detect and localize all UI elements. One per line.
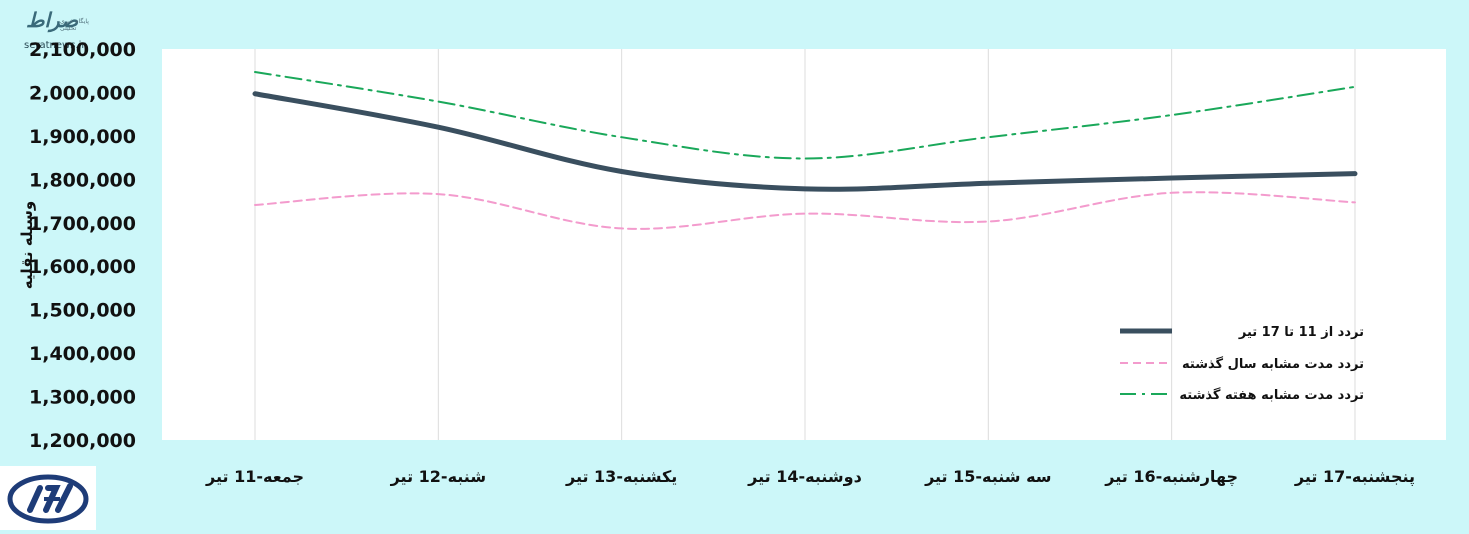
y-axis-label: وسیله نقلیه (18, 201, 36, 289)
x-tick-label: دوشنبه-14 تیر (747, 467, 862, 486)
y-tick-label: 1,400,000 (29, 343, 136, 365)
y-tick-label: 1,500,000 (29, 300, 136, 322)
legend-label-3: تردد مدت مشابه هفته گذشته (1179, 387, 1364, 403)
watermark-url: seratnews.ir (24, 40, 86, 51)
y-tick-label: 1,200,000 (29, 430, 136, 452)
grid-lines (254, 49, 1356, 440)
x-axis-ticks: جمعه-11 تیر شنبه-12 تیر یکشنبه-13 تیر دوشنب… (205, 467, 1415, 487)
legend-label-2: تردد مدت مشابه سال گذشته (1182, 356, 1364, 372)
x-tick-label: پنجشنبه-17 تیر (1294, 467, 1415, 487)
x-tick-label: یکشنبه-13 تیر (565, 467, 677, 486)
legend: تردد از 11 تا 17 تیر تردد مدت مشابه سال گ… (1120, 325, 1364, 403)
x-tick-label: سه شنبه-15 تیر (924, 467, 1051, 486)
plot-area (162, 49, 1446, 440)
series-line-2 (254, 191, 1356, 230)
road-transport-organization-logo-icon (0, 466, 96, 530)
y-tick-label: 1,900,000 (29, 126, 136, 148)
x-tick-label: شنبه-12 تیر (390, 467, 486, 486)
y-tick-label: 1,600,000 (29, 256, 136, 278)
x-tick-label: چهارشنبه-16 تیر (1104, 467, 1238, 487)
series-lines (252, 71, 1358, 230)
legend-label-1: تردد از 11 تا 17 تیر (1238, 325, 1364, 340)
x-tick-label: جمعه-11 تیر (205, 467, 304, 486)
y-axis-ticks: 1,200,000 1,300,000 1,400,000 1,500,000 1,60… (29, 39, 136, 452)
y-tick-label: 2,000,000 (29, 82, 136, 104)
series-line-3 (254, 71, 1356, 160)
y-tick-label: 1,700,000 (29, 213, 136, 235)
watermark-title: صراط (26, 8, 79, 32)
watermark-tagline: پایگاه خبری تحلیلی (60, 18, 89, 32)
y-tick-label: 2,100,000 (29, 39, 136, 61)
watermark: صراط پایگاه خبری تحلیلی seratnews.ir (6, 4, 98, 51)
y-tick-label: 1,300,000 (29, 387, 136, 409)
y-tick-label: 1,800,000 (29, 169, 136, 191)
series-line-1 (252, 91, 1358, 192)
